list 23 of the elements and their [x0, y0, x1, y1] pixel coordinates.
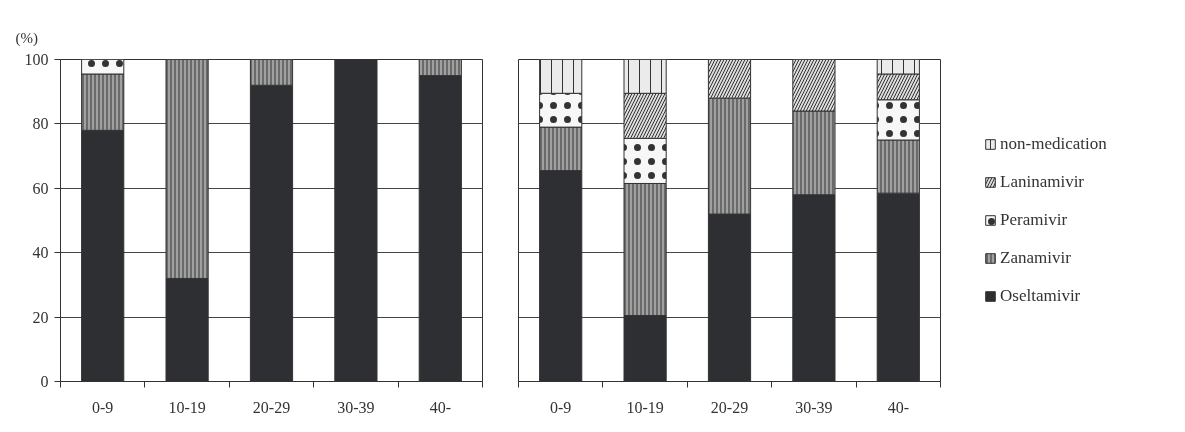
- y-tick-label: 100: [24, 51, 49, 68]
- x-tick-label: 30-39: [337, 398, 375, 416]
- y-tick-label: 40: [32, 244, 49, 262]
- y-tick-label: 20: [32, 308, 49, 326]
- y-tick-label: 80: [32, 115, 49, 133]
- x-tick-label: 10-19: [626, 398, 664, 416]
- y-axis-title: (%): [15, 29, 38, 47]
- x-tick-label: 30-39: [795, 398, 833, 416]
- bar: [334, 59, 378, 382]
- x-tick-label: 0-9: [550, 398, 572, 416]
- legend-label: Peramivir: [1000, 210, 1068, 230]
- legend-label: non-medication: [1000, 134, 1107, 154]
- y-tick-label: 60: [32, 179, 49, 197]
- legend-label: Zanamivir: [1000, 248, 1071, 268]
- y-tick-label: 0: [40, 373, 49, 390]
- x-tick-label: 20-29: [710, 398, 749, 416]
- x-tick-label: 0-9: [92, 398, 114, 416]
- legend-label: Laninamivir: [1000, 172, 1085, 192]
- x-tick-label: 40-: [887, 398, 909, 416]
- x-tick-label: 40-: [429, 398, 451, 416]
- legend-label: Oseltamivir: [1000, 286, 1081, 306]
- x-tick-label: 10-19: [168, 398, 206, 416]
- x-tick-label: 20-29: [252, 398, 291, 416]
